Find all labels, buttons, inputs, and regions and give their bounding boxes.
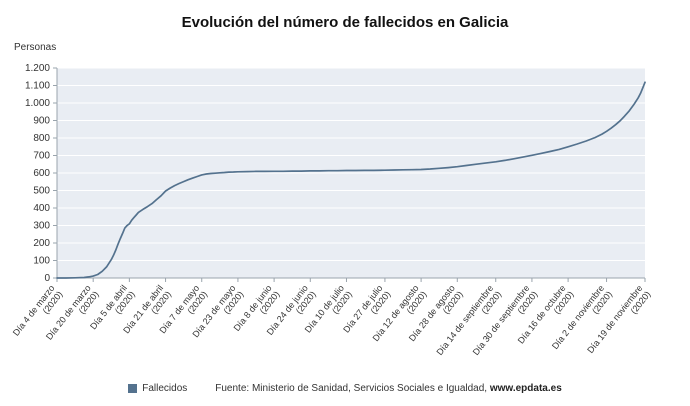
y-tick-label: 300 bbox=[33, 221, 50, 232]
chart-footer: Fallecidos Fuente: Ministerio de Sanidad… bbox=[0, 383, 690, 394]
legend-swatch bbox=[128, 384, 138, 393]
y-tick-label: 600 bbox=[33, 168, 50, 179]
y-tick-label: 900 bbox=[33, 116, 50, 127]
y-tick-label: 400 bbox=[33, 203, 50, 214]
y-tick-label: 1.000 bbox=[25, 98, 50, 109]
y-axis-title: Personas bbox=[14, 42, 57, 53]
y-tick-label: 1.200 bbox=[25, 63, 50, 74]
y-tick-label: 0 bbox=[44, 273, 50, 284]
y-tick-label: 800 bbox=[33, 133, 50, 144]
series-line-fallecidos bbox=[56, 81, 646, 279]
y-tick-label: 700 bbox=[33, 151, 50, 162]
source-text: Fuente: Ministerio de Sanidad, Servicios… bbox=[215, 383, 561, 394]
source-prefix: Fuente: Ministerio de Sanidad, Servicios… bbox=[215, 383, 490, 394]
deaths-line-chart: 0 100 200 300 400 500 600 700 800 900 1.000 1.100 1.… bbox=[11, 63, 653, 357]
legend-label: Fallecidos bbox=[142, 383, 188, 394]
source-site-link[interactable]: www.epdata.es bbox=[489, 383, 562, 394]
y-tick-label: 100 bbox=[33, 256, 50, 267]
chart-title: Evolución del número de fallecidos en Ga… bbox=[181, 14, 509, 31]
y-tick-label: 500 bbox=[33, 186, 50, 197]
legend: Fallecidos bbox=[128, 383, 187, 394]
y-tick-label: 200 bbox=[33, 238, 50, 249]
y-tick-label: 1.100 bbox=[25, 81, 50, 92]
